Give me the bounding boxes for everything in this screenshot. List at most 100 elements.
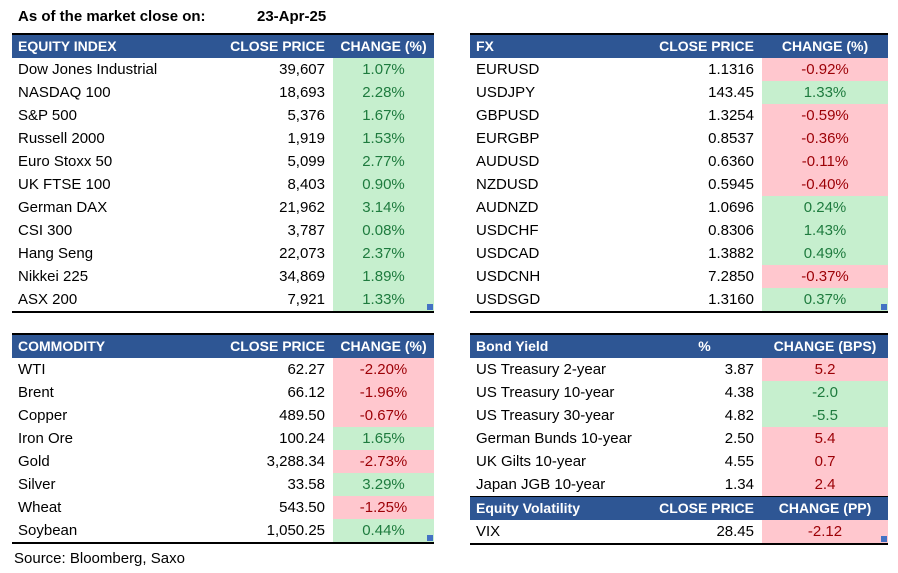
volatility-header-change[interactable]: CHANGE (PP) — [778, 500, 872, 516]
fx-change-cell[interactable]: -0.37% — [762, 265, 888, 288]
equity-change-cell[interactable]: 1.67% — [333, 104, 434, 127]
commodity-change-cell[interactable]: 3.29% — [333, 473, 434, 496]
equity-change-cell[interactable]: 1.07% — [333, 58, 434, 81]
fx-price-cell[interactable]: 1.1316 — [708, 61, 754, 78]
commodity-change-cell[interactable]: 1.65% — [333, 427, 434, 450]
fx-header-name[interactable]: FX — [476, 38, 494, 54]
bond-header-name[interactable]: Bond Yield — [476, 338, 549, 354]
fx-name-cell[interactable]: USDCAD — [476, 245, 540, 262]
bond-price-cell[interactable]: 4.55 — [724, 453, 754, 470]
table-resize-handle[interactable] — [427, 535, 433, 541]
fx-price-cell[interactable]: 1.0696 — [708, 199, 754, 216]
commodity-name-cell[interactable]: Iron Ore — [18, 430, 74, 447]
bond-change-cell[interactable]: 5.4 — [762, 427, 888, 450]
commodity-price-cell[interactable]: 1,050.25 — [266, 522, 325, 539]
equity-change-cell[interactable]: 0.08% — [333, 219, 434, 242]
equity-change-cell[interactable]: 2.77% — [333, 150, 434, 173]
fx-change-cell[interactable]: 1.33% — [762, 81, 888, 104]
fx-header-price[interactable]: CLOSE PRICE — [659, 38, 754, 54]
volatility-price-cell[interactable]: 28.45 — [716, 523, 754, 540]
fx-change-cell[interactable]: 0.49% — [762, 242, 888, 265]
commodity-name-cell[interactable]: Brent — [18, 384, 54, 401]
commodity-name-cell[interactable]: Silver — [18, 476, 56, 493]
commodity-name-cell[interactable]: Soybean — [18, 522, 78, 539]
fx-price-cell[interactable]: 1.3254 — [708, 107, 754, 124]
fx-change-cell[interactable]: -0.92% — [762, 58, 888, 81]
equity-change-cell[interactable]: 0.90% — [333, 173, 434, 196]
equity-header-change[interactable]: CHANGE (%) — [340, 38, 427, 54]
equity-name-cell[interactable]: Euro Stoxx 50 — [18, 153, 113, 170]
commodity-header-change[interactable]: CHANGE (%) — [340, 338, 427, 354]
fx-change-cell[interactable]: -0.11% — [762, 150, 888, 173]
volatility-name-cell[interactable]: VIX — [476, 523, 501, 540]
bond-price-cell[interactable]: 1.34 — [724, 476, 754, 493]
bond-price-cell[interactable]: 3.87 — [724, 361, 754, 378]
equity-name-cell[interactable]: German DAX — [18, 199, 108, 216]
equity-header-name[interactable]: EQUITY INDEX — [18, 38, 117, 54]
equity-price-cell[interactable]: 39,607 — [279, 61, 325, 78]
table-resize-handle[interactable] — [881, 536, 887, 542]
commodity-price-cell[interactable]: 100.24 — [279, 430, 325, 447]
equity-price-cell[interactable]: 5,376 — [287, 107, 325, 124]
fx-name-cell[interactable]: EURUSD — [476, 61, 540, 78]
fx-change-cell[interactable]: 1.43% — [762, 219, 888, 242]
fx-change-cell[interactable]: -0.59% — [762, 104, 888, 127]
commodity-name-cell[interactable]: Copper — [18, 407, 68, 424]
equity-name-cell[interactable]: UK FTSE 100 — [18, 176, 111, 193]
bond-name-cell[interactable]: US Treasury 30-year — [476, 407, 615, 424]
fx-name-cell[interactable]: USDCHF — [476, 222, 539, 239]
commodity-price-cell[interactable]: 3,288.34 — [266, 453, 325, 470]
equity-price-cell[interactable]: 1,919 — [287, 130, 325, 147]
equity-change-cell[interactable]: 2.37% — [333, 242, 434, 265]
equity-price-cell[interactable]: 8,403 — [287, 176, 325, 193]
equity-header-price[interactable]: CLOSE PRICE — [230, 38, 325, 54]
equity-price-cell[interactable]: 7,921 — [287, 291, 325, 308]
equity-name-cell[interactable]: Dow Jones Industrial — [18, 61, 158, 78]
fx-change-cell[interactable]: 0.37% — [762, 288, 888, 311]
fx-price-cell[interactable]: 1.3882 — [708, 245, 754, 262]
table-resize-handle[interactable] — [881, 304, 887, 310]
fx-change-cell[interactable]: 0.24% — [762, 196, 888, 219]
fx-change-cell[interactable]: -0.40% — [762, 173, 888, 196]
fx-name-cell[interactable]: NZDUSD — [476, 176, 539, 193]
commodity-name-cell[interactable]: Wheat — [18, 499, 62, 516]
fx-price-cell[interactable]: 0.6360 — [708, 153, 754, 170]
equity-name-cell[interactable]: CSI 300 — [18, 222, 73, 239]
fx-name-cell[interactable]: USDSGD — [476, 291, 541, 308]
fx-change-cell[interactable]: -0.36% — [762, 127, 888, 150]
commodity-name-cell[interactable]: WTI — [18, 361, 46, 378]
bond-name-cell[interactable]: German Bunds 10-year — [476, 430, 632, 447]
equity-name-cell[interactable]: Russell 2000 — [18, 130, 105, 147]
equity-name-cell[interactable]: Hang Seng — [18, 245, 94, 262]
commodity-change-cell[interactable]: -0.67% — [333, 404, 434, 427]
commodity-change-cell[interactable]: -2.20% — [333, 358, 434, 381]
equity-change-cell[interactable]: 1.53% — [333, 127, 434, 150]
fx-price-cell[interactable]: 7.2850 — [708, 268, 754, 285]
bond-price-cell[interactable]: 4.82 — [724, 407, 754, 424]
commodity-change-cell[interactable]: -1.25% — [333, 496, 434, 519]
bond-change-cell[interactable]: 5.2 — [762, 358, 888, 381]
commodity-price-cell[interactable]: 33.58 — [287, 476, 325, 493]
commodity-name-cell[interactable]: Gold — [18, 453, 50, 470]
volatility-header-price[interactable]: CLOSE PRICE — [659, 500, 754, 516]
commodity-header-name[interactable]: COMMODITY — [18, 338, 106, 354]
commodity-header-price[interactable]: CLOSE PRICE — [230, 338, 325, 354]
fx-price-cell[interactable]: 0.8306 — [708, 222, 754, 239]
table-resize-handle[interactable] — [427, 304, 433, 310]
equity-price-cell[interactable]: 22,073 — [279, 245, 325, 262]
commodity-price-cell[interactable]: 543.50 — [279, 499, 325, 516]
equity-name-cell[interactable]: Nikkei 225 — [18, 268, 89, 285]
equity-change-cell[interactable]: 1.33% — [333, 288, 434, 311]
equity-price-cell[interactable]: 21,962 — [279, 199, 325, 216]
bond-change-cell[interactable]: 0.7 — [762, 450, 888, 473]
equity-name-cell[interactable]: ASX 200 — [18, 291, 78, 308]
equity-name-cell[interactable]: S&P 500 — [18, 107, 77, 124]
commodity-price-cell[interactable]: 489.50 — [279, 407, 325, 424]
bond-name-cell[interactable]: Japan JGB 10-year — [476, 476, 606, 493]
commodity-change-cell[interactable]: -2.73% — [333, 450, 434, 473]
fx-name-cell[interactable]: USDJPY — [476, 84, 536, 101]
fx-price-cell[interactable]: 0.5945 — [708, 176, 754, 193]
commodity-change-cell[interactable]: 0.44% — [333, 519, 434, 542]
volatility-change-cell[interactable]: -2.12 — [762, 520, 888, 543]
fx-name-cell[interactable]: GBPUSD — [476, 107, 540, 124]
